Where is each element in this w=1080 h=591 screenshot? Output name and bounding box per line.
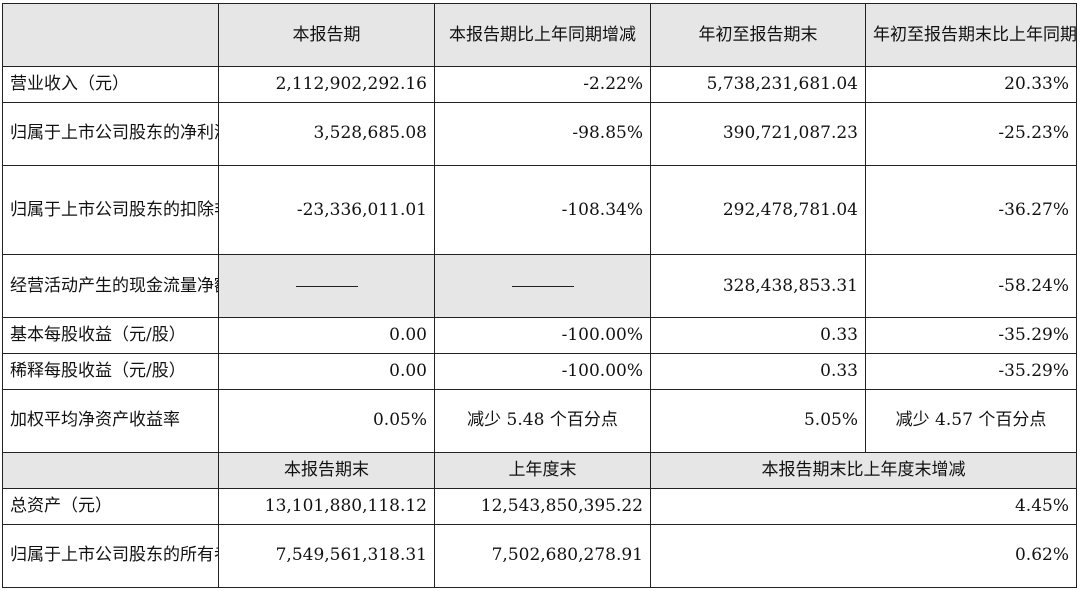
value-year-to-date-yoy: -36.27% (865, 164, 1077, 256)
value-current-period: -23,336,011.01 (218, 164, 435, 256)
row-label: 稀释每股收益（元/股） (2, 352, 219, 390)
header-current-period-yoy: 本报告期比上年同期增减 (434, 2, 651, 68)
table-row: 营业收入（元） 2,112,902,292.16 -2.22% 5,738,23… (2, 66, 1077, 103)
value-prior-year-end: 12,543,850,395.22 (434, 488, 651, 525)
table-row: 归属于上市公司股东的扣除非经常性损益的净利润（元） -23,336,011.01… (2, 164, 1077, 256)
value-period-end-change: 0.62% (650, 523, 1077, 589)
table-row: 稀释每股收益（元/股） 0.00 -100.00% 0.33 -35.29% (2, 352, 1077, 390)
row-label: 基本每股收益（元/股） (2, 317, 219, 354)
value-year-to-date-yoy: -58.24% (865, 254, 1077, 319)
table-row: 加权平均净资产收益率 0.05% 减少 5.48 个百分点 5.05% 减少 4… (2, 388, 1077, 453)
dash-mark (295, 285, 358, 287)
value-period-end: 7,549,561,318.31 (218, 523, 435, 589)
row-label: 总资产（元） (2, 488, 219, 525)
header-corner-cell (2, 2, 219, 68)
table-row: 经营活动产生的现金流量净额（元） 328,438,853.31 -58.24% (2, 254, 1077, 319)
table-row: 基本每股收益（元/股） 0.00 -100.00% 0.33 -35.29% (2, 317, 1077, 354)
value-current-period-yoy: -98.85% (434, 101, 651, 166)
value-current-period: 0.05% (218, 388, 435, 453)
value-current-period: 2,112,902,292.16 (218, 66, 435, 103)
table-row: 归属于上市公司股东的净利润（元） 3,528,685.08 -98.85% 39… (2, 101, 1077, 166)
value-period-end-change: 4.45% (650, 488, 1077, 525)
header2-corner-cell (2, 451, 219, 490)
header-year-to-date: 年初至报告期末 (650, 2, 866, 68)
value-year-to-date: 292,478,781.04 (650, 164, 866, 256)
table-row: 总资产（元） 13,101,880,118.12 12,543,850,395.… (2, 488, 1077, 525)
dash-mark (511, 285, 574, 287)
value-prior-year-end: 7,502,680,278.91 (434, 523, 651, 589)
header-year-to-date-yoy: 年初至报告期末比上年同期增减 (865, 2, 1077, 68)
value-period-end: 13,101,880,118.12 (218, 488, 435, 525)
value-current-period-yoy: -100.00% (434, 317, 651, 354)
row-label: 经营活动产生的现金流量净额（元） (2, 254, 219, 319)
value-year-to-date-yoy: -25.23% (865, 101, 1077, 166)
value-year-to-date-yoy: -35.29% (865, 352, 1077, 390)
value-year-to-date: 390,721,087.23 (650, 101, 866, 166)
value-current-period: 0.00 (218, 317, 435, 354)
row-label: 加权平均净资产收益率 (2, 388, 219, 453)
row-label: 营业收入（元） (2, 66, 219, 103)
value-current-period-yoy-na (434, 254, 651, 319)
value-year-to-date-yoy: 减少 4.57 个百分点 (865, 388, 1077, 453)
value-year-to-date: 328,438,853.31 (650, 254, 866, 319)
header-row-balance: 本报告期末 上年度末 本报告期末比上年度末增减 (2, 451, 1077, 490)
value-year-to-date: 5,738,231,681.04 (650, 66, 866, 103)
value-current-period: 3,528,685.08 (218, 101, 435, 166)
value-year-to-date: 5.05% (650, 388, 866, 453)
value-current-period: 0.00 (218, 352, 435, 390)
value-current-period-yoy: 减少 5.48 个百分点 (434, 388, 651, 453)
row-label: 归属于上市公司股东的净利润（元） (2, 101, 219, 166)
header-period-end: 本报告期末 (218, 451, 435, 490)
row-label: 归属于上市公司股东的扣除非经常性损益的净利润（元） (2, 164, 219, 256)
value-year-to-date: 0.33 (650, 352, 866, 390)
row-label: 归属于上市公司股东的所有者权益（元） (2, 523, 219, 589)
value-year-to-date-yoy: -35.29% (865, 317, 1077, 354)
header-current-period: 本报告期 (218, 2, 435, 68)
header-row: 本报告期 本报告期比上年同期增减 年初至报告期末 年初至报告期末比上年同期增减 (2, 2, 1077, 68)
table-row: 归属于上市公司股东的所有者权益（元） 7,549,561,318.31 7,50… (2, 523, 1077, 589)
value-year-to-date: 0.33 (650, 317, 866, 354)
header-prior-year-end: 上年度末 (434, 451, 651, 490)
value-current-period-yoy: -108.34% (434, 164, 651, 256)
header-period-end-change: 本报告期末比上年度末增减 (650, 451, 1077, 490)
value-current-period-na (218, 254, 435, 319)
value-year-to-date-yoy: 20.33% (865, 66, 1077, 103)
value-current-period-yoy: -100.00% (434, 352, 651, 390)
value-current-period-yoy: -2.22% (434, 66, 651, 103)
